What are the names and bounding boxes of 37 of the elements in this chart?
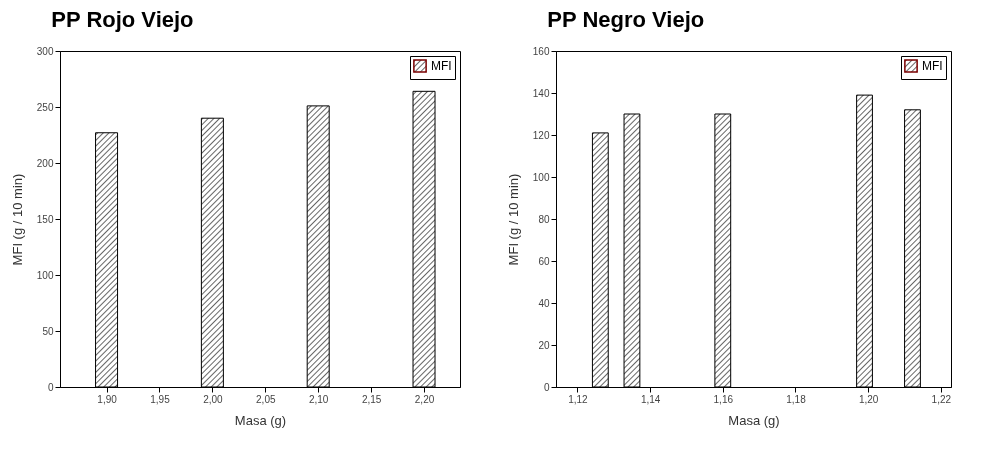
x-tick-label: 2,05 <box>256 393 276 405</box>
y-tick-label: 50 <box>42 325 54 337</box>
y-axis-title: MFI (g / 10 min) <box>505 173 521 266</box>
x-tick-label: 1,90 <box>97 393 118 405</box>
chart-title: PP Rojo Viejo <box>51 7 194 32</box>
y-tick-label: 100 <box>36 269 54 281</box>
x-tick-label: 1,12 <box>568 393 589 405</box>
x-tick-label: 1,18 <box>786 393 807 405</box>
x-tick-label: 1,16 <box>713 393 734 405</box>
y-tick-label: 250 <box>36 101 54 113</box>
legend-label: MFI <box>431 59 452 73</box>
y-axis-title: MFI (g / 10 min) <box>9 173 25 266</box>
x-tick-label: 1,22 <box>931 393 952 405</box>
y-tick-label: 160 <box>532 45 550 57</box>
x-tick-label: 2,00 <box>203 393 224 405</box>
y-tick-label: 60 <box>538 255 550 267</box>
x-tick-label: 2,10 <box>308 393 329 405</box>
x-axis-title: Masa (g) <box>234 412 287 428</box>
x-tick-label: 2,20 <box>414 393 435 405</box>
chart-title: PP Negro Viejo <box>547 7 705 32</box>
legend-label: MFI <box>922 59 943 73</box>
y-tick-label: 150 <box>36 213 54 225</box>
x-tick-label: 1,20 <box>858 393 879 405</box>
y-tick-label: 0 <box>47 381 54 393</box>
y-tick-label: 80 <box>538 213 550 225</box>
y-tick-label: 40 <box>538 297 550 309</box>
y-tick-label: 300 <box>36 45 54 57</box>
y-tick-label: 120 <box>532 129 550 141</box>
y-tick-label: 20 <box>538 339 550 351</box>
x-tick-label: 1,14 <box>640 393 661 405</box>
y-tick-label: 100 <box>532 171 550 183</box>
y-tick-label: 140 <box>532 87 550 99</box>
y-tick-label: 200 <box>36 157 54 169</box>
x-tick-label: 2,15 <box>361 393 382 405</box>
y-tick-label: 0 <box>543 381 550 393</box>
x-axis-title: Masa (g) <box>728 412 780 428</box>
x-tick-label: 1,95 <box>150 393 171 405</box>
